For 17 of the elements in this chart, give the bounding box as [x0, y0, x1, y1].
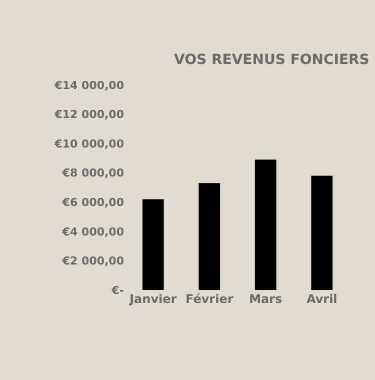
- y-tick-label: €2 000,00: [61, 254, 124, 268]
- bar: [311, 176, 333, 290]
- y-tick-label: €6 000,00: [61, 196, 124, 209]
- x-tick-label: Avril: [306, 292, 338, 306]
- x-tick-label: Février: [185, 292, 234, 306]
- bar: [142, 199, 164, 290]
- x-tick-label: Mars: [249, 292, 282, 306]
- y-tick-label: €4 000,00: [61, 225, 124, 238]
- chart-title: VOS REVENUS FONCIERS: [174, 52, 370, 68]
- y-tick-label: €12 000,00: [54, 108, 124, 122]
- bar: [198, 183, 220, 290]
- y-tick-label: €8 000,00: [61, 166, 124, 180]
- bar: [254, 160, 276, 290]
- y-tick-label: €14 000,00: [54, 78, 124, 92]
- y-tick-label: €-: [110, 284, 124, 297]
- x-tick-label: Janvier: [128, 292, 177, 306]
- y-tick-label: €10 000,00: [54, 137, 124, 150]
